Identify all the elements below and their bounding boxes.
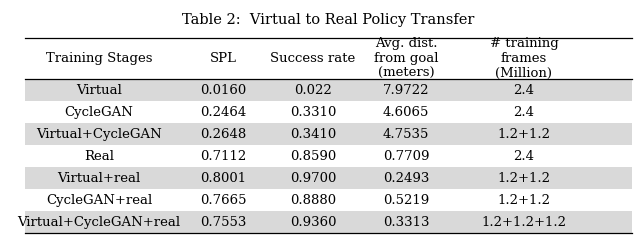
- Text: 1.2+1.2: 1.2+1.2: [497, 194, 550, 207]
- Text: 0.3313: 0.3313: [383, 216, 429, 229]
- Text: CycleGAN+real: CycleGAN+real: [46, 194, 152, 207]
- Text: Virtual+real: Virtual+real: [58, 172, 141, 185]
- Text: Table 2:  Virtual to Real Policy Transfer: Table 2: Virtual to Real Policy Transfer: [182, 13, 475, 27]
- Text: Virtual: Virtual: [76, 84, 122, 97]
- Text: 0.022: 0.022: [294, 84, 332, 97]
- Text: 2.4: 2.4: [513, 150, 534, 163]
- Text: 0.2648: 0.2648: [200, 128, 246, 141]
- Text: 0.7665: 0.7665: [200, 194, 246, 207]
- Text: 1.2+1.2+1.2: 1.2+1.2+1.2: [481, 216, 566, 229]
- Text: Virtual+CycleGAN: Virtual+CycleGAN: [36, 128, 162, 141]
- Text: 0.8001: 0.8001: [200, 172, 246, 185]
- Text: 4.7535: 4.7535: [383, 128, 429, 141]
- Text: 0.7112: 0.7112: [200, 150, 246, 163]
- Text: 0.2493: 0.2493: [383, 172, 429, 185]
- Text: # training
frames
(Million): # training frames (Million): [490, 37, 558, 80]
- Text: 0.3410: 0.3410: [290, 128, 336, 141]
- Text: 0.2464: 0.2464: [200, 106, 246, 119]
- Text: 0.8590: 0.8590: [290, 150, 336, 163]
- Text: 0.9360: 0.9360: [290, 216, 336, 229]
- Text: 0.5219: 0.5219: [383, 194, 429, 207]
- Bar: [25, 79, 632, 101]
- Text: 1.2+1.2: 1.2+1.2: [497, 128, 550, 141]
- Text: 4.6065: 4.6065: [383, 106, 429, 119]
- Text: 1.2+1.2: 1.2+1.2: [497, 172, 550, 185]
- Bar: [25, 212, 632, 234]
- Text: Training Stages: Training Stages: [46, 52, 152, 65]
- Bar: [25, 123, 632, 145]
- Text: 0.3310: 0.3310: [290, 106, 336, 119]
- Text: CycleGAN: CycleGAN: [65, 106, 134, 119]
- Text: 2.4: 2.4: [513, 84, 534, 97]
- Text: 0.8880: 0.8880: [290, 194, 336, 207]
- Text: 7.9722: 7.9722: [383, 84, 429, 97]
- Text: SPL: SPL: [210, 52, 237, 65]
- Text: Real: Real: [84, 150, 114, 163]
- Text: Virtual+CycleGAN+real: Virtual+CycleGAN+real: [17, 216, 180, 229]
- Text: Success rate: Success rate: [271, 52, 356, 65]
- Text: 0.7553: 0.7553: [200, 216, 246, 229]
- Text: Avg. dist.
from goal
(meters): Avg. dist. from goal (meters): [374, 37, 438, 80]
- Text: 0.0160: 0.0160: [200, 84, 246, 97]
- Text: 2.4: 2.4: [513, 106, 534, 119]
- Text: 0.9700: 0.9700: [290, 172, 336, 185]
- Bar: [25, 167, 632, 189]
- Text: 0.7709: 0.7709: [383, 150, 429, 163]
